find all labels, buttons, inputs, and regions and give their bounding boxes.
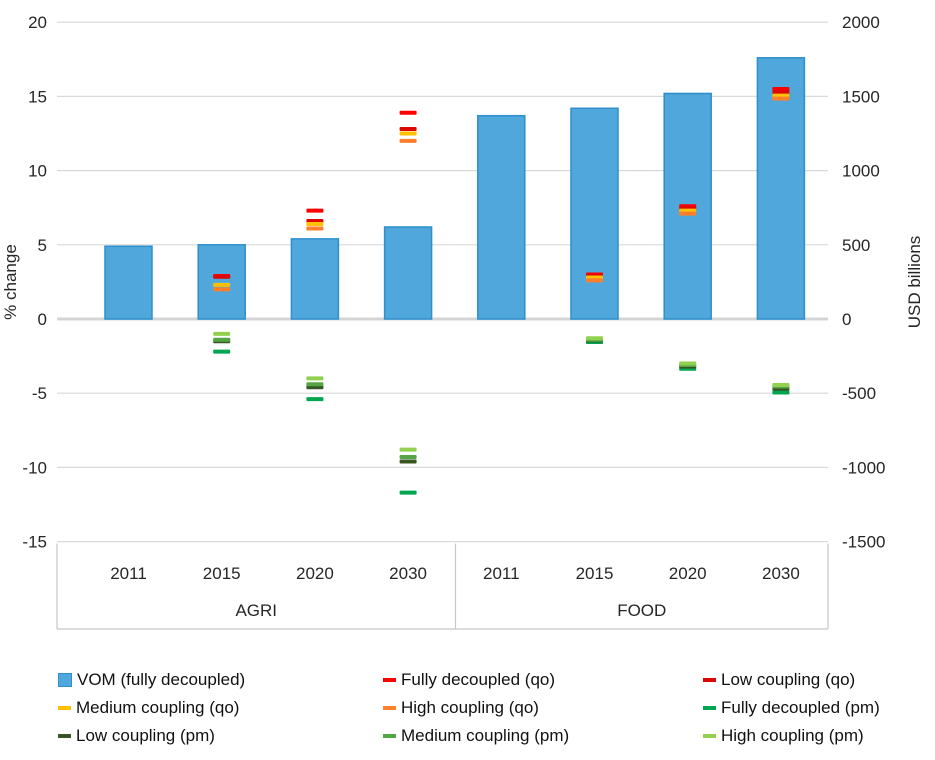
legend-item: Fully decoupled (pm): [703, 698, 930, 718]
marker-dash: [213, 331, 231, 336]
legend-label: Fully decoupled (qo): [401, 670, 556, 689]
marker-dash: [213, 287, 231, 292]
legend-item: Low coupling (qo): [703, 670, 930, 690]
marker-dash: [213, 337, 231, 342]
right-axis-tick: 1000: [842, 162, 880, 181]
vom-bar: [104, 245, 153, 320]
legend-label: Low coupling (pm): [76, 726, 215, 745]
left-axis-tick: -15: [22, 533, 47, 552]
marker-dash: [306, 208, 324, 213]
legend-label: Medium coupling (qo): [76, 698, 240, 717]
left-axis-tick: -5: [32, 384, 47, 403]
marker-dash: [306, 226, 324, 231]
legend-dash-swatch-icon: [383, 678, 396, 682]
left-axis-tick: 15: [28, 87, 47, 106]
marker-dash: [399, 138, 417, 143]
legend-item: Medium coupling (qo): [58, 698, 383, 718]
marker-dash: [306, 376, 324, 381]
x-axis-year-label: 2011: [110, 564, 147, 583]
x-axis-year-label: 2020: [296, 564, 334, 583]
x-axis-year-label: 2030: [389, 564, 427, 583]
marker-dash: [213, 274, 231, 279]
legend-dash-swatch-icon: [383, 706, 396, 710]
x-axis-year-label: 2011: [483, 564, 520, 583]
vom-bar: [756, 57, 806, 320]
legend-label: VOM (fully decoupled): [77, 670, 246, 689]
legend-dash-swatch-icon: [703, 734, 716, 738]
marker-dash: [772, 96, 790, 101]
chart-legend: VOM (fully decoupled) Fully decoupled (qo…: [58, 666, 930, 750]
legend-label: High coupling (pm): [721, 726, 864, 745]
legend-dash-swatch-icon: [58, 734, 71, 738]
x-axis-year-label: 2015: [203, 564, 241, 583]
legend-label: Fully decoupled (pm): [721, 698, 880, 717]
right-axis-title: USD billions: [905, 236, 924, 329]
marker-dash: [306, 382, 324, 387]
vom-bar: [477, 114, 526, 320]
legend-dash-swatch-icon: [58, 706, 71, 710]
marker-dash: [586, 336, 603, 341]
right-axis-tick: 0: [842, 310, 851, 329]
vom-bar: [570, 107, 619, 320]
marker-dash: [306, 222, 324, 227]
right-axis-tick: 1500: [842, 87, 880, 106]
marker-dash: [772, 89, 790, 94]
x-axis-group-label: FOOD: [617, 601, 666, 620]
right-axis-tick: -500: [842, 384, 876, 403]
right-axis-tick: 500: [842, 236, 870, 255]
left-axis-tick: 0: [38, 310, 47, 329]
left-axis-tick: 20: [28, 13, 47, 32]
left-axis-tick: -10: [22, 458, 47, 477]
left-axis-tick: 5: [38, 236, 47, 255]
vom-bar: [197, 244, 246, 320]
legend-item: VOM (fully decoupled): [58, 670, 383, 690]
legend-item: Low coupling (pm): [58, 726, 383, 746]
x-axis-year-label: 2020: [669, 564, 707, 583]
marker-dash: [399, 110, 417, 115]
x-axis-year-label: 2015: [576, 564, 614, 583]
marker-dash: [679, 361, 697, 366]
left-axis-title: % change: [1, 244, 20, 320]
legend-dash-swatch-icon: [703, 706, 716, 710]
marker-dash: [679, 211, 697, 216]
right-axis-tick: -1000: [842, 458, 885, 477]
marker-dash: [586, 278, 603, 283]
marker-dash: [772, 383, 790, 388]
legend-dash-swatch-icon: [383, 734, 396, 738]
right-axis-tick: -1500: [842, 533, 885, 552]
marker-dash: [399, 447, 417, 452]
marker-dash: [772, 390, 790, 395]
x-axis-group-label: AGRI: [235, 601, 277, 620]
legend-square-swatch-icon: [58, 673, 72, 687]
left-axis-tick: 10: [28, 162, 47, 181]
vom-bar: [290, 238, 340, 320]
legend-item: High coupling (pm): [703, 726, 930, 746]
legend-item: Fully decoupled (qo): [383, 670, 703, 690]
legend-label: Medium coupling (pm): [401, 726, 570, 745]
plot-area: 20 2000 15 1500 10 1000 5 500 0 0 -5 -500 -10 -1000 -1…: [22, 13, 885, 630]
marker-dash: [399, 127, 417, 132]
marker-dash: [399, 490, 417, 495]
x-axis-year-label: 2030: [762, 564, 800, 583]
marker-dash: [399, 131, 417, 136]
vom-bar: [383, 226, 433, 320]
right-axis-tick: 2000: [842, 13, 880, 32]
marker-dash: [399, 455, 417, 460]
marker-dash: [213, 349, 231, 354]
legend-dash-swatch-icon: [703, 678, 716, 682]
legend-item: High coupling (qo): [383, 698, 703, 718]
marker-dash: [213, 282, 231, 287]
legend-item: Medium coupling (pm): [383, 726, 703, 746]
legend-label: High coupling (qo): [401, 698, 539, 717]
marker-dash: [306, 397, 324, 402]
marker-dash: [399, 459, 417, 464]
legend-label: Low coupling (qo): [721, 670, 856, 689]
